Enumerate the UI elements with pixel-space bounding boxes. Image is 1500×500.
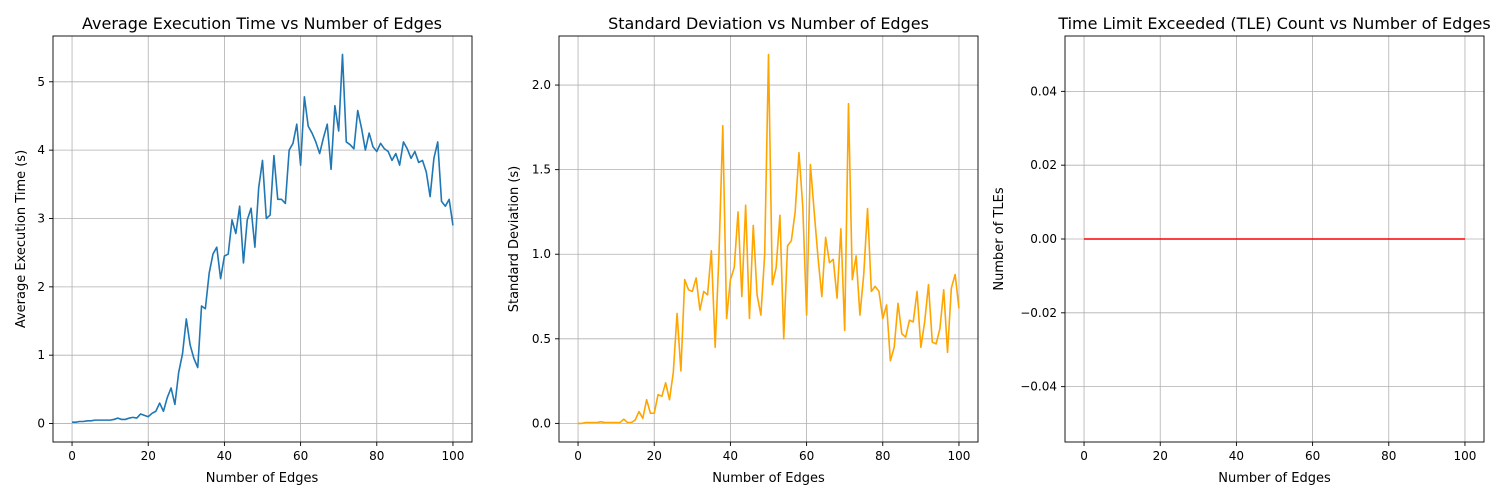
x-tick-label: 100: [1454, 449, 1477, 463]
x-tick-label: 80: [875, 449, 890, 463]
y-tick-label: 5: [37, 75, 45, 89]
x-axis-label: Number of Edges: [1218, 471, 1331, 486]
y-axis-label: Average Execution Time (s): [14, 150, 29, 328]
x-tick-label: 60: [1305, 449, 1320, 463]
y-tick-label: 0.02: [1030, 158, 1057, 172]
y-tick-label: 0.0: [532, 416, 551, 430]
y-tick-label: 2: [37, 280, 45, 294]
y-tick-label: 0: [37, 417, 45, 431]
x-tick-label: 80: [1381, 449, 1396, 463]
y-tick-label: 4: [37, 143, 45, 157]
series-line: [72, 53, 454, 423]
x-axis-label: Number of Edges: [712, 471, 825, 486]
y-tick-label: 2.0: [532, 78, 551, 92]
x-tick-label: 0: [68, 449, 76, 463]
y-axis-label: Number of TLEs: [992, 187, 1007, 290]
x-tick-label: 0: [1080, 449, 1088, 463]
x-tick-label: 40: [217, 449, 232, 463]
y-tick-label: −0.02: [1020, 306, 1057, 320]
y-tick-label: 1: [37, 348, 45, 362]
chart-tle-count: Time Limit Exceeded (TLE) Count vs Numbe…: [992, 14, 1491, 486]
chart-standard-deviation: Standard Deviation vs Number of Edges Nu…: [507, 14, 979, 486]
y-tick-label: 0.5: [532, 332, 551, 346]
x-tick-label: 60: [799, 449, 814, 463]
x-tick-label: 20: [141, 449, 156, 463]
y-tick-label: 0.00: [1030, 232, 1057, 246]
y-tick-label: 1.5: [532, 163, 551, 177]
x-tick-label: 40: [723, 449, 738, 463]
axes-frame: [558, 35, 979, 443]
y-tick-label: 0.04: [1030, 84, 1057, 98]
x-tick-label: 60: [293, 449, 308, 463]
y-tick-label: 1.0: [532, 247, 551, 261]
x-tick-label: 20: [1153, 449, 1168, 463]
y-tick-label: −0.04: [1020, 380, 1057, 394]
chart-title: Time Limit Exceeded (TLE) Count vs Numbe…: [1057, 14, 1490, 33]
series-line: [578, 53, 960, 425]
y-axis-label: Standard Deviation (s): [507, 166, 522, 313]
x-tick-label: 100: [442, 449, 465, 463]
x-axis-label: Number of Edges: [206, 471, 319, 486]
y-tick-label: 3: [37, 211, 45, 225]
x-tick-label: 20: [647, 449, 662, 463]
axes-frame: [52, 35, 473, 443]
x-tick-label: 80: [369, 449, 384, 463]
chart-title: Standard Deviation vs Number of Edges: [608, 14, 929, 33]
x-tick-label: 0: [574, 449, 582, 463]
chart-average-execution-time: Average Execution Time vs Number of Edge…: [14, 14, 473, 486]
x-tick-label: 40: [1229, 449, 1244, 463]
chart-title: Average Execution Time vs Number of Edge…: [82, 14, 442, 33]
x-tick-label: 100: [948, 449, 971, 463]
